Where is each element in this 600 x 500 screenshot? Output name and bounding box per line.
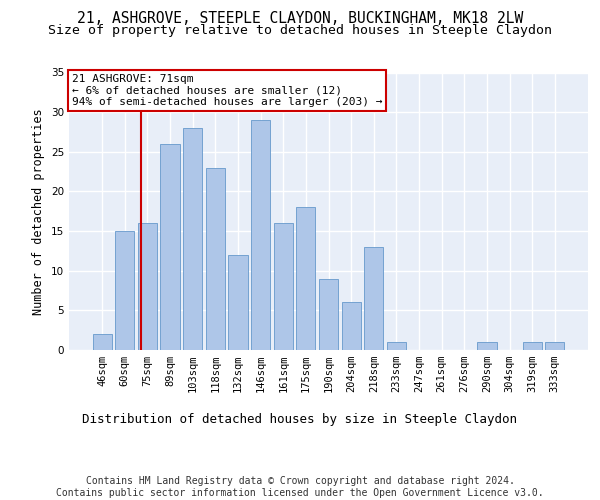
Bar [319,278,338,350]
Bar [477,342,497,350]
Y-axis label: Number of detached properties: Number of detached properties [32,108,46,314]
Text: 21, ASHGROVE, STEEPLE CLAYDON, BUCKINGHAM, MK18 2LW: 21, ASHGROVE, STEEPLE CLAYDON, BUCKINGHA… [77,11,523,26]
Bar [545,342,565,350]
Bar [523,342,542,350]
Bar [296,208,316,350]
Bar [183,128,202,350]
Bar [274,223,293,350]
Bar [115,231,134,350]
Bar [138,223,157,350]
Bar [92,334,112,350]
Bar [229,255,248,350]
Text: 21 ASHGROVE: 71sqm
← 6% of detached houses are smaller (12)
94% of semi-detached: 21 ASHGROVE: 71sqm ← 6% of detached hous… [71,74,382,107]
Bar [364,247,383,350]
Bar [387,342,406,350]
Bar [341,302,361,350]
Text: Size of property relative to detached houses in Steeple Claydon: Size of property relative to detached ho… [48,24,552,37]
Text: Distribution of detached houses by size in Steeple Claydon: Distribution of detached houses by size … [83,412,517,426]
Bar [160,144,180,350]
Bar [206,168,225,350]
Text: Contains HM Land Registry data © Crown copyright and database right 2024.
Contai: Contains HM Land Registry data © Crown c… [56,476,544,498]
Bar [251,120,270,350]
